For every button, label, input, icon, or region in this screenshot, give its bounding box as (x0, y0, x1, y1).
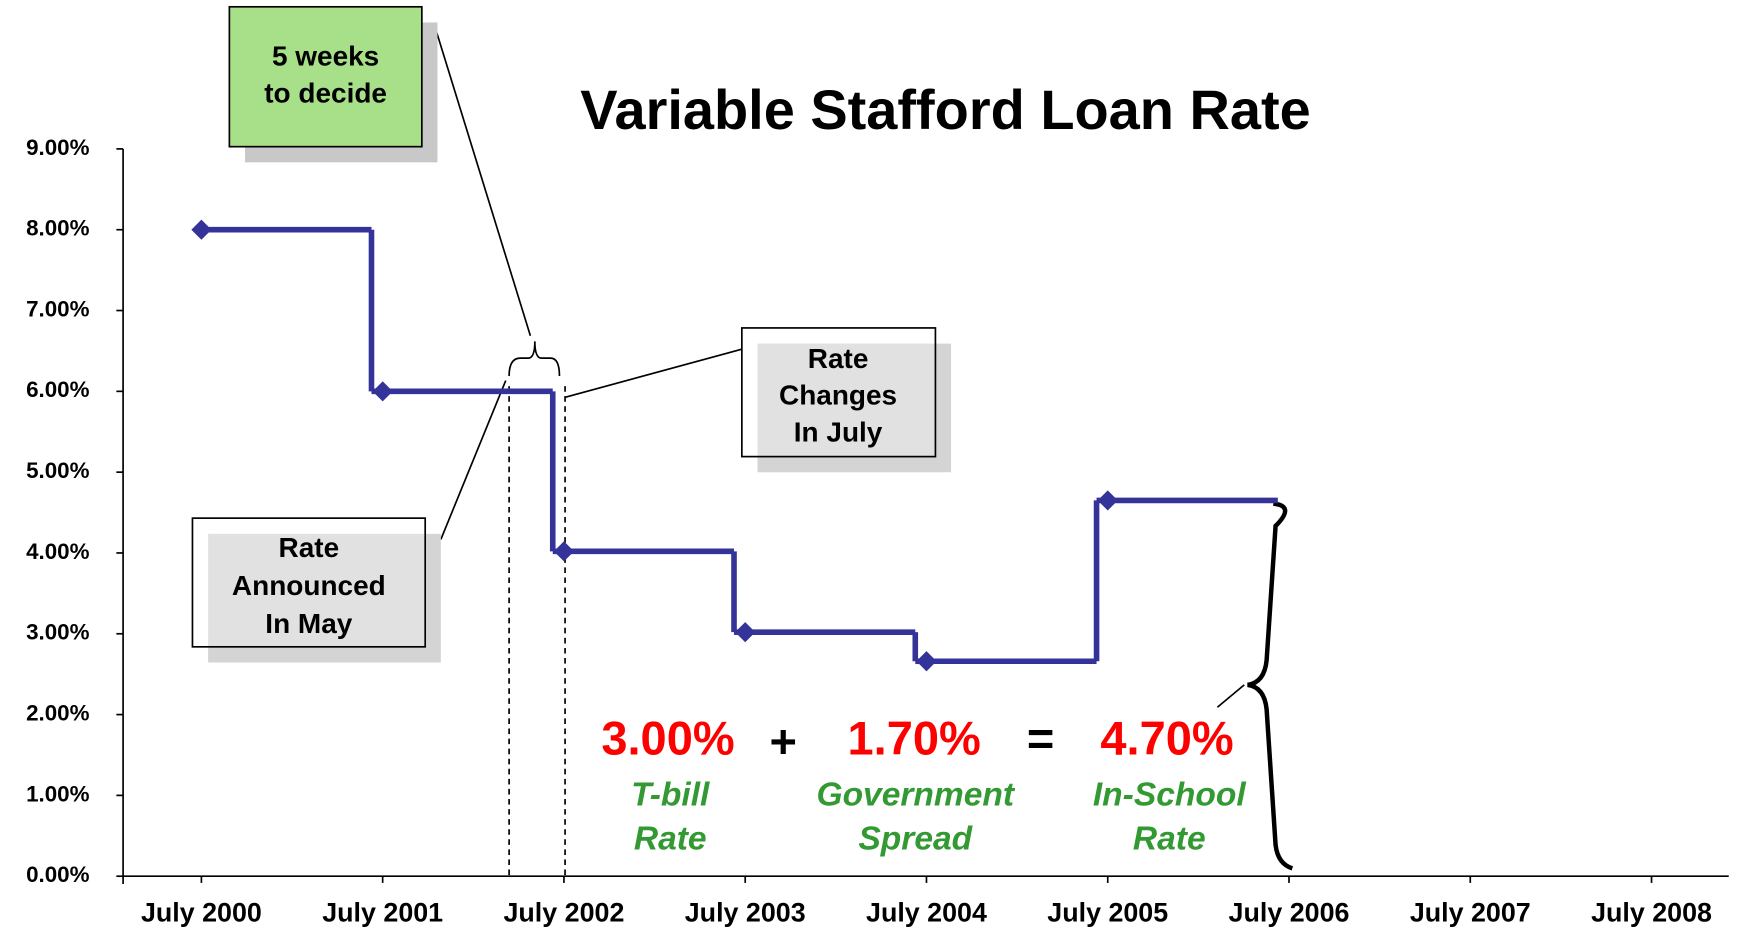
brace (508, 341, 561, 377)
y-tick-label: 1.00% (26, 781, 90, 806)
equation-label: Spread (858, 820, 973, 857)
callout-box (191, 517, 427, 648)
x-tick-label: July 2000 (141, 897, 262, 927)
callout-text: Rate (808, 343, 869, 374)
callout-box (228, 5, 423, 148)
leader (435, 31, 532, 337)
y-tick-label: 2.00% (26, 700, 90, 725)
equation-label: T-bill (631, 777, 710, 814)
callout-text: Changes (779, 380, 897, 411)
y-tick-label: 9.00% (26, 135, 90, 160)
equation-label: Government (816, 777, 1015, 814)
y-tick-label: 0.00% (26, 862, 90, 887)
y-tick-label: 6.00% (26, 377, 90, 402)
equation-value: 3.00% (601, 711, 734, 764)
callout-text: In July (794, 417, 883, 448)
equation-label: Rate (634, 820, 707, 857)
marker (553, 541, 575, 562)
callout-text: Rate (279, 532, 340, 563)
leader (440, 380, 507, 540)
y-tick-label: 8.00% (26, 216, 90, 241)
y-tick-label: 4.00% (26, 539, 90, 564)
chart-title: Variable Stafford Loan Rate (580, 78, 1310, 141)
equation-label: Rate (1133, 820, 1206, 857)
x-tick-label: July 2002 (503, 897, 624, 927)
callout-text: to decide (264, 78, 387, 109)
equation-value: 4.70% (1100, 711, 1233, 764)
callout-shadow (208, 533, 441, 663)
marker (916, 651, 937, 672)
y-tick-label: 3.00% (26, 620, 90, 645)
callout-text: Announced (232, 570, 386, 601)
x-tick-label: July 2004 (866, 897, 987, 927)
callout-shadow (757, 343, 952, 473)
marker (191, 219, 212, 240)
x-tick-label: July 2007 (1410, 897, 1531, 927)
callout-text: 5 weeks (272, 41, 379, 72)
x-tick-label: July 2003 (685, 897, 806, 927)
x-tick-label: July 2006 (1229, 897, 1350, 927)
marker (372, 381, 393, 402)
equation-operator: + (770, 715, 797, 768)
brace (1247, 501, 1294, 871)
x-tick-label: July 2008 (1591, 897, 1712, 927)
callout-box (741, 327, 937, 458)
y-tick-label: 5.00% (26, 458, 90, 483)
marker (1097, 490, 1118, 511)
y-tick-label: 7.00% (26, 296, 90, 321)
equation-operator: = (1027, 711, 1054, 764)
equation-value: 1.70% (848, 711, 981, 764)
x-tick-label: July 2005 (1047, 897, 1168, 927)
leader (564, 348, 743, 399)
x-tick-label: July 2001 (322, 897, 443, 927)
callout-text: In May (265, 608, 352, 639)
equation-label: In-School (1093, 777, 1246, 814)
leader (1216, 684, 1245, 708)
marker (735, 622, 756, 643)
